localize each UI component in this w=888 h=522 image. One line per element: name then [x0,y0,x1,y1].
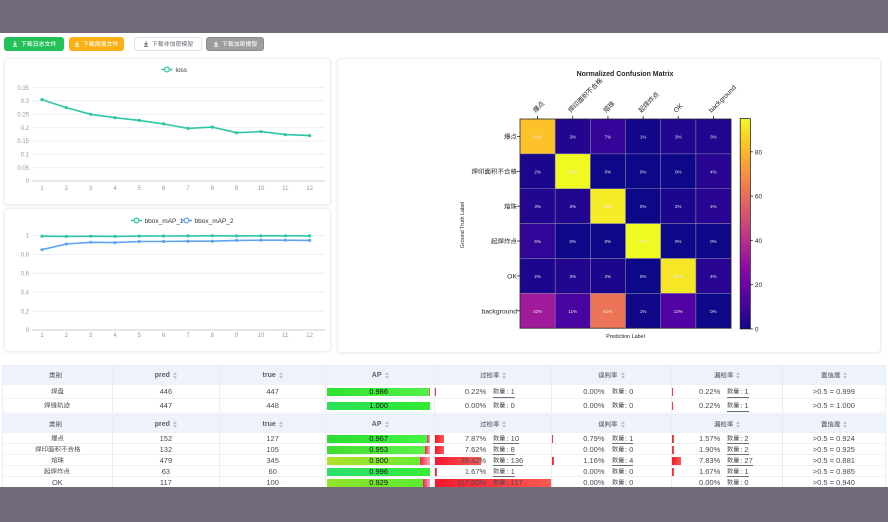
svg-text:4%: 4% [710,274,717,279]
svg-text:3: 3 [89,186,93,192]
svg-text:93%: 93% [568,169,577,174]
svg-text:40: 40 [755,238,763,245]
svg-text:7: 7 [186,333,190,339]
svg-text:11: 11 [282,186,289,192]
svg-text:0%: 0% [640,204,647,209]
svg-text:0.05: 0.05 [17,166,29,172]
svg-text:0.35: 0.35 [17,86,29,92]
svg-text:0.2: 0.2 [21,309,30,315]
svg-text:13%: 13% [674,309,683,314]
svg-text:10: 10 [258,186,265,192]
svg-text:6: 6 [162,333,166,339]
svg-text:background: background [708,84,738,114]
svg-text:2%: 2% [534,274,541,279]
svg-text:9: 9 [235,333,239,339]
svg-text:0%: 0% [640,169,647,174]
svg-text:3%: 3% [675,134,682,139]
svg-text:1: 1 [40,333,44,339]
svg-text:OK: OK [507,273,517,280]
svg-text:9: 9 [235,186,239,192]
svg-text:0.6: 0.6 [21,272,30,278]
svg-text:3%: 3% [569,204,576,209]
svg-text:20: 20 [755,282,763,289]
svg-text:0.2: 0.2 [21,126,30,132]
svg-text:1%: 1% [640,134,647,139]
svg-text:Normalized Confusion Matrix: Normalized Confusion Matrix [577,71,674,78]
svg-text:5: 5 [138,333,142,339]
svg-text:OK: OK [673,102,685,114]
svg-text:5: 5 [138,186,142,192]
svg-text:0%: 0% [569,239,576,244]
svg-text:60: 60 [755,194,763,201]
svg-text:6: 6 [162,186,166,192]
svg-text:90%: 90% [603,204,612,209]
svg-text:2: 2 [65,186,69,192]
svg-text:0%: 0% [710,309,717,314]
svg-text:bbox_mAP_1: bbox_mAP_1 [145,218,184,225]
svg-text:3%: 3% [710,134,717,139]
svg-text:2%: 2% [675,204,682,209]
svg-text:12: 12 [306,333,313,339]
svg-text:3: 3 [89,333,93,339]
svg-text:0.15: 0.15 [17,139,29,145]
svg-text:2: 2 [65,333,69,339]
svg-text:3%: 3% [569,274,576,279]
svg-text:4: 4 [113,333,117,339]
svg-text:0.4: 0.4 [21,290,30,296]
svg-text:32%: 32% [533,309,542,314]
svg-text:8: 8 [211,333,215,339]
svg-text:4%: 4% [710,204,717,209]
svg-text:1: 1 [40,186,44,192]
svg-text:0: 0 [26,328,30,334]
svg-text:loss: loss [176,67,188,74]
svg-text:12: 12 [306,186,313,192]
svg-text:8: 8 [211,186,215,192]
svg-text:0%: 0% [710,239,717,244]
svg-text:7: 7 [186,186,190,192]
svg-text:2%: 2% [605,274,612,279]
svg-text:93%: 93% [639,239,648,244]
svg-text:4%: 4% [710,169,717,174]
svg-text:0.1: 0.1 [21,153,30,159]
svg-text:0.25: 0.25 [17,113,29,119]
svg-text:0%: 0% [675,169,682,174]
svg-text:4: 4 [113,186,117,192]
svg-text:3%: 3% [534,204,541,209]
svg-text:89%: 89% [674,274,683,279]
svg-text:6%: 6% [534,239,541,244]
svg-text:0%: 0% [605,169,612,174]
svg-text:61%: 61% [603,309,612,314]
svg-text:0: 0 [755,326,759,333]
svg-text:10: 10 [258,333,265,339]
svg-text:7%: 7% [605,134,612,139]
svg-text:11%: 11% [568,309,577,314]
svg-text:3%: 3% [569,134,576,139]
svg-text:background: background [481,308,517,315]
svg-text:1: 1 [26,234,30,240]
svg-text:0.3: 0.3 [21,99,30,105]
svg-text:1%: 1% [640,309,647,314]
svg-text:0.8: 0.8 [21,253,30,259]
svg-text:0%: 0% [605,239,612,244]
svg-text:0%: 0% [675,239,682,244]
svg-text:0: 0 [26,179,30,185]
svg-text:bbox_mAP_2: bbox_mAP_2 [195,218,234,225]
svg-text:0%: 0% [640,274,647,279]
svg-text:11: 11 [282,333,289,339]
svg-text:80: 80 [755,149,763,156]
svg-text:2%: 2% [534,169,541,174]
svg-text:Ground Truth Label: Ground Truth Label [460,202,466,248]
svg-text:Prediction Label: Prediction Label [606,334,645,340]
svg-text:81%: 81% [533,134,542,139]
